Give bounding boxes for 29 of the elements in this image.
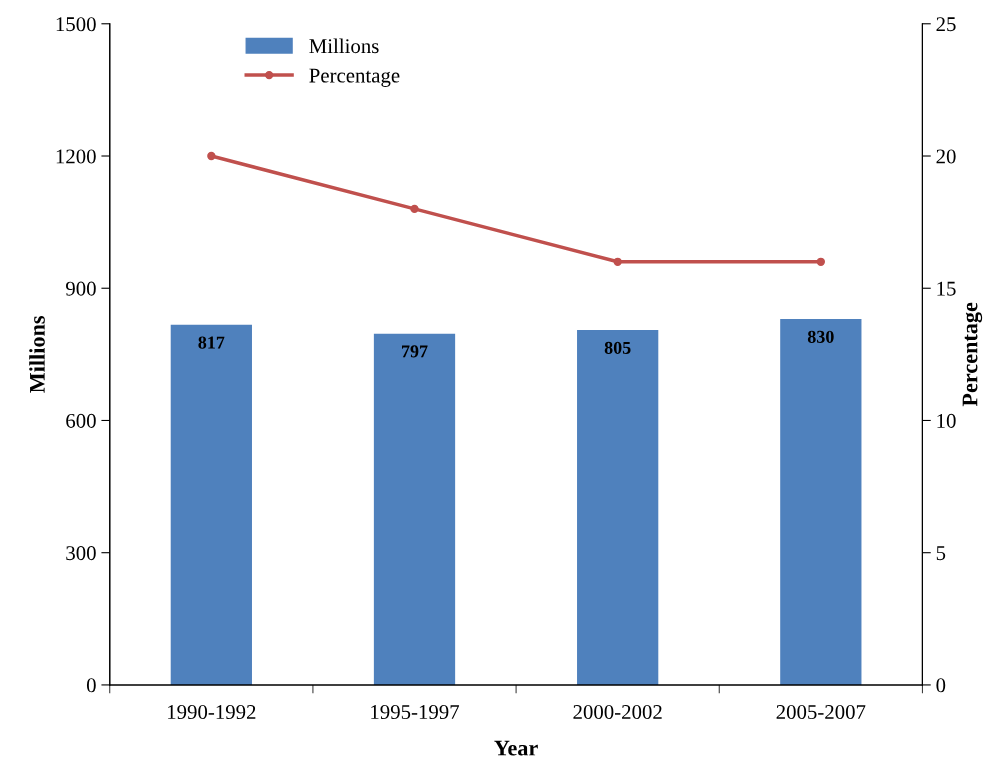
y-tick-label: 300 [66,546,96,561]
data-label: 805 [604,341,631,354]
y2-tick-label: 5 [936,546,946,561]
point [613,257,622,266]
y-tick-label: 1200 [56,149,96,164]
y2-tick-label: 0 [936,678,946,693]
y2-tick-label: 10 [937,413,956,428]
y2-tick-label: 20 [936,149,956,164]
point [207,151,216,161]
x-tick-label: 1995-1997 [371,705,460,720]
y-tick-label: 900 [65,281,96,296]
legend-label: Millions [309,38,379,54]
y-axis-title: Millions [29,316,45,393]
y2-axis-title: Percentage [962,302,983,407]
legend-label: Percentage [309,68,400,87]
x-tick-label: 2005-2007 [776,704,866,720]
y-tick-label: 600 [66,413,96,428]
y-tick-label: 1500 [56,17,96,32]
data-label: 830 [807,330,834,343]
y2-tick-label: 25 [936,17,956,32]
data-label: 797 [402,345,428,358]
x-tick-label: 2000-2002 [573,704,662,720]
point [816,257,825,266]
y2-tick-label: 15 [937,281,956,296]
point [410,204,419,214]
data-label: 817 [198,336,225,349]
x-tick-label: 1990-1992 [168,704,256,720]
y-tick-label: 0 [86,678,96,693]
x-axis-title: Year [494,740,538,756]
